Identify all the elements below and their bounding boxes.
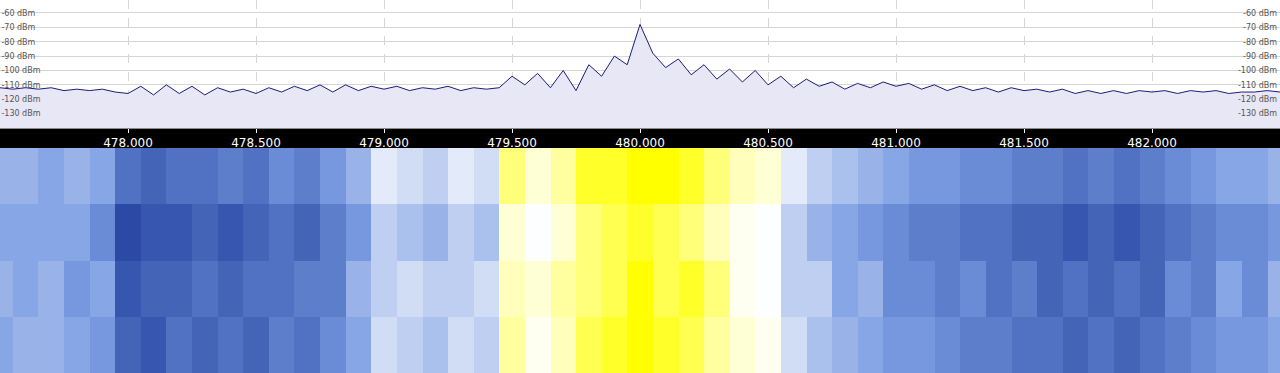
svg-text:480.000: 480.000 bbox=[615, 136, 665, 150]
svg-text:-110 dBm: -110 dBm bbox=[1, 81, 40, 90]
svg-text:481.500: 481.500 bbox=[999, 136, 1049, 150]
svg-text:-80 dBm: -80 dBm bbox=[1243, 38, 1277, 47]
svg-text:480.500: 480.500 bbox=[743, 136, 793, 150]
svg-text:478.000: 478.000 bbox=[103, 136, 153, 150]
svg-text:-70 dBm: -70 dBm bbox=[1, 23, 35, 32]
svg-text:479.500: 479.500 bbox=[487, 136, 537, 150]
svg-text:-130 dBm: -130 dBm bbox=[1238, 109, 1277, 118]
svg-text:482.000: 482.000 bbox=[1127, 136, 1177, 150]
svg-text:-100 dBm: -100 dBm bbox=[1238, 66, 1277, 75]
svg-text:479.000: 479.000 bbox=[359, 136, 409, 150]
svg-text:-70 dBm: -70 dBm bbox=[1243, 23, 1277, 32]
svg-text:-120 dBm: -120 dBm bbox=[1, 95, 40, 104]
svg-text:481.000: 481.000 bbox=[871, 136, 921, 150]
svg-text:-60 dBm: -60 dBm bbox=[1243, 9, 1277, 18]
svg-text:-80 dBm: -80 dBm bbox=[1, 38, 35, 47]
svg-text:-120 dBm: -120 dBm bbox=[1238, 95, 1277, 104]
svg-text:478.500: 478.500 bbox=[231, 136, 281, 150]
svg-text:-130 dBm: -130 dBm bbox=[1, 109, 40, 118]
svg-text:-110 dBm: -110 dBm bbox=[1238, 81, 1277, 90]
svg-text:-100 dBm: -100 dBm bbox=[1, 66, 40, 75]
svg-text:-90 dBm: -90 dBm bbox=[1243, 52, 1277, 61]
svg-text:-60 dBm: -60 dBm bbox=[1, 9, 35, 18]
svg-text:-90 dBm: -90 dBm bbox=[1, 52, 35, 61]
